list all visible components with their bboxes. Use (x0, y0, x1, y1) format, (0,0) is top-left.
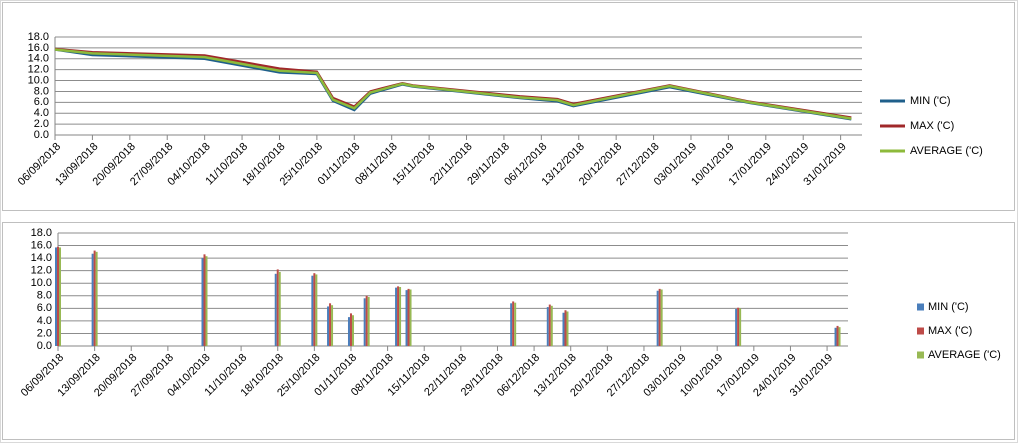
legend-label: MAX ('C) (910, 120, 954, 132)
y-tick-label: 16.0 (28, 42, 49, 54)
legend-label: MIN ('C) (928, 301, 969, 313)
bar (311, 275, 314, 346)
bar (510, 303, 513, 346)
bar (739, 308, 742, 346)
chart-frame (2, 222, 1015, 440)
y-tick-label: 16.0 (31, 239, 52, 251)
bar (564, 310, 567, 346)
bar (836, 325, 839, 346)
bar (95, 251, 98, 346)
legend-label: MAX ('C) (928, 325, 972, 337)
bar (367, 297, 370, 346)
bar (566, 311, 569, 346)
y-tick-label: 10.0 (31, 277, 52, 289)
legend-swatch (917, 303, 924, 311)
y-tick-label: 10.0 (28, 74, 49, 86)
bar (93, 250, 96, 346)
bar (735, 308, 738, 346)
y-tick-label: 2.0 (34, 118, 49, 130)
bar (656, 290, 659, 346)
bar (562, 312, 565, 346)
bar (313, 273, 316, 346)
bar (331, 305, 334, 346)
bar (351, 315, 354, 346)
bar (91, 253, 94, 346)
bar (548, 304, 551, 346)
bar (405, 290, 408, 346)
y-tick-label: 2.0 (37, 327, 52, 339)
bar (276, 269, 279, 346)
bar (397, 286, 400, 346)
y-tick-label: 6.0 (37, 302, 52, 314)
bar (658, 288, 661, 346)
bar (409, 289, 412, 346)
y-tick-label: 18.0 (31, 227, 52, 239)
bar (59, 247, 61, 346)
bar (363, 298, 366, 346)
legend-label: MIN ('C) (910, 95, 951, 107)
y-tick-label: 14.0 (31, 252, 52, 264)
bar (201, 258, 204, 346)
bar (407, 288, 410, 346)
y-tick-label: 18.0 (28, 31, 49, 43)
bar (546, 307, 549, 346)
bar (274, 273, 277, 346)
y-tick-label: 4.0 (34, 107, 49, 119)
bar (278, 271, 281, 346)
bar (550, 305, 553, 346)
bar (834, 327, 837, 346)
y-tick-label: 14.0 (28, 53, 49, 65)
bar (395, 287, 398, 346)
bar (315, 274, 318, 346)
legend-swatch (917, 327, 924, 335)
bar (329, 303, 332, 346)
line (54, 48, 852, 120)
bar (660, 289, 663, 346)
bar (838, 327, 841, 346)
y-tick-label: 12.0 (28, 64, 49, 76)
legend-label: AVERAGE ('C) (910, 145, 983, 157)
bar (55, 247, 57, 346)
y-tick-label: 6.0 (34, 96, 49, 108)
bar (205, 256, 208, 346)
bar (737, 307, 740, 346)
y-tick-label: 0.0 (37, 340, 52, 352)
y-tick-label: 4.0 (37, 315, 52, 327)
bar (57, 246, 59, 346)
y-tick-label: 8.0 (34, 85, 49, 97)
bar (365, 295, 368, 346)
bar (349, 313, 352, 346)
bar (203, 254, 206, 346)
bar (512, 301, 515, 346)
y-tick-label: 0.0 (34, 129, 49, 141)
bar (347, 317, 350, 346)
bar (399, 286, 402, 346)
bar (514, 302, 517, 346)
y-tick-label: 12.0 (31, 265, 52, 277)
y-tick-label: 8.0 (37, 290, 52, 302)
bar (327, 306, 330, 346)
legend-label: AVERAGE ('C) (928, 349, 1001, 361)
legend-swatch (917, 351, 924, 359)
